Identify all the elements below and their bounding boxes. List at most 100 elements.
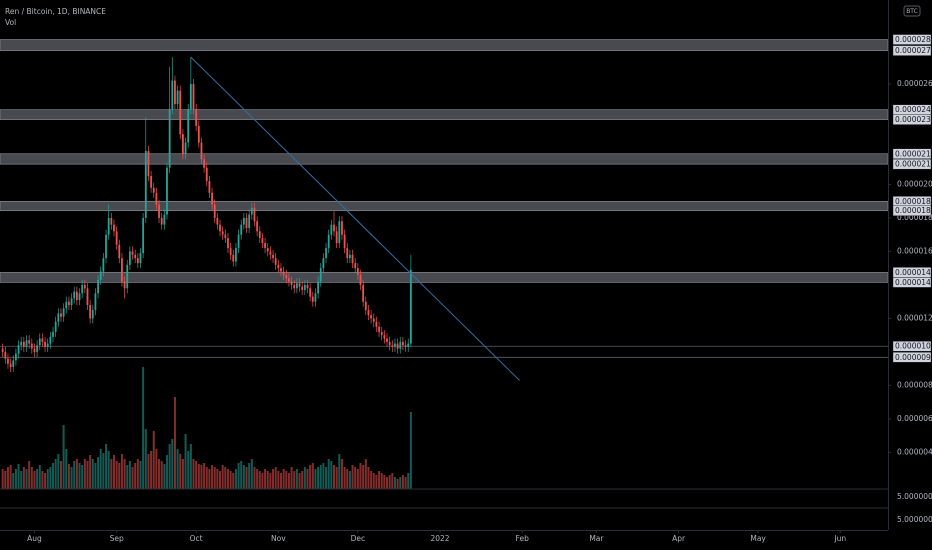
- candle-body: [208, 181, 211, 193]
- candle-body: [245, 217, 248, 228]
- volume-bar: [340, 459, 343, 489]
- candle-body: [128, 251, 131, 265]
- candle-body: [303, 284, 306, 290]
- volume-bar: [401, 475, 404, 489]
- candle-body: [343, 234, 346, 249]
- candle-body: [118, 244, 121, 259]
- volume-bar: [393, 477, 396, 489]
- volume-bar: [380, 473, 383, 489]
- volume-bar: [6, 467, 9, 489]
- volume-bar: [147, 454, 150, 489]
- candle-body: [309, 288, 312, 297]
- candle-body: [306, 284, 309, 289]
- zone-band: [0, 201, 889, 212]
- candle-body: [52, 331, 54, 337]
- candle-body: [38, 338, 41, 346]
- candle-body: [274, 258, 277, 265]
- candle-body: [86, 288, 89, 306]
- volume-bar: [173, 397, 176, 489]
- volume-bar: [189, 444, 192, 489]
- volume-bar: [261, 473, 264, 489]
- volume-bar: [89, 455, 92, 489]
- candle-body: [261, 238, 264, 244]
- zone-label-box: [892, 45, 932, 56]
- volume-bar: [319, 465, 322, 489]
- volume-bar: [187, 451, 190, 489]
- candle-body: [144, 150, 147, 218]
- volume-bar: [234, 469, 237, 489]
- x-tick-label: Mar: [589, 534, 604, 543]
- candle-body: [192, 83, 195, 110]
- volume-bar: [298, 473, 301, 489]
- candle-body: [28, 340, 31, 344]
- candle-body: [197, 125, 200, 143]
- candle-body: [97, 279, 99, 294]
- candle-body: [356, 268, 359, 275]
- candle-body: [7, 358, 9, 364]
- candle-body: [237, 234, 240, 249]
- volume-bar: [348, 471, 351, 489]
- volume-bar: [86, 461, 89, 489]
- candle-body: [15, 353, 17, 361]
- volume-bar: [36, 469, 39, 489]
- volume-bar: [245, 467, 248, 489]
- currency-badge[interactable]: [903, 5, 921, 17]
- candle-body: [150, 176, 152, 188]
- candle-body: [351, 254, 354, 264]
- candle-body: [330, 224, 333, 235]
- candle-body: [33, 348, 36, 352]
- volume-bar: [364, 459, 367, 489]
- volume-bar: [221, 465, 224, 489]
- volume-bar: [208, 469, 211, 489]
- volume-bar: [126, 465, 129, 489]
- volume-bar: [216, 469, 219, 489]
- volume-bar: [192, 459, 195, 489]
- volume-bar: [4, 471, 7, 489]
- candle-body: [49, 336, 52, 344]
- candle-body: [293, 284, 296, 289]
- volume-bar: [242, 465, 245, 489]
- zone-label: 0.00001475: [895, 268, 932, 277]
- candle-body: [362, 284, 365, 302]
- candle-body: [158, 204, 160, 218]
- candle-body: [235, 248, 237, 262]
- volume-bar: [386, 477, 389, 489]
- volume-bar: [197, 464, 200, 489]
- volume-bar: [325, 467, 328, 489]
- volume-bar: [99, 449, 102, 489]
- candle-body: [20, 341, 23, 346]
- volume-bar: [372, 473, 375, 489]
- volume-axis-label: 5.00000000: [897, 492, 932, 501]
- candle-body: [121, 258, 123, 282]
- zone-label-box: [892, 352, 932, 363]
- trendline: [190, 56, 520, 381]
- volume-bar: [354, 467, 357, 489]
- x-tick-label: Apr: [672, 534, 686, 543]
- candle-body: [160, 217, 163, 225]
- candle-body: [142, 217, 145, 254]
- candle-body: [372, 318, 375, 322]
- y-tick-label: 0.00001200: [897, 313, 932, 322]
- zone-label-box: [892, 148, 932, 159]
- volume-bar: [150, 451, 153, 489]
- volume-bar: [1, 469, 4, 489]
- zone-label: 0.00001034: [895, 342, 932, 351]
- volume-bar: [195, 461, 198, 489]
- volume-bar: [409, 412, 412, 489]
- zone-label: 0.00001415: [895, 278, 932, 287]
- candle-body: [258, 231, 261, 239]
- volume-bar: [165, 455, 168, 489]
- candle-body: [9, 363, 12, 368]
- x-tick-label: Oct: [190, 534, 203, 543]
- candle-body: [179, 90, 182, 135]
- y-tick-label: 0.00000600: [897, 414, 932, 423]
- candle-body: [189, 83, 192, 110]
- volume-bar: [44, 473, 47, 489]
- x-tick-label: Feb: [516, 534, 530, 543]
- candle-body: [394, 343, 396, 347]
- y-tick-label: 0.00002600: [897, 79, 932, 88]
- candle-body: [168, 109, 171, 168]
- x-tick-label: Jun: [833, 534, 846, 543]
- volume-bar: [375, 475, 378, 489]
- volume-bar: [240, 461, 243, 489]
